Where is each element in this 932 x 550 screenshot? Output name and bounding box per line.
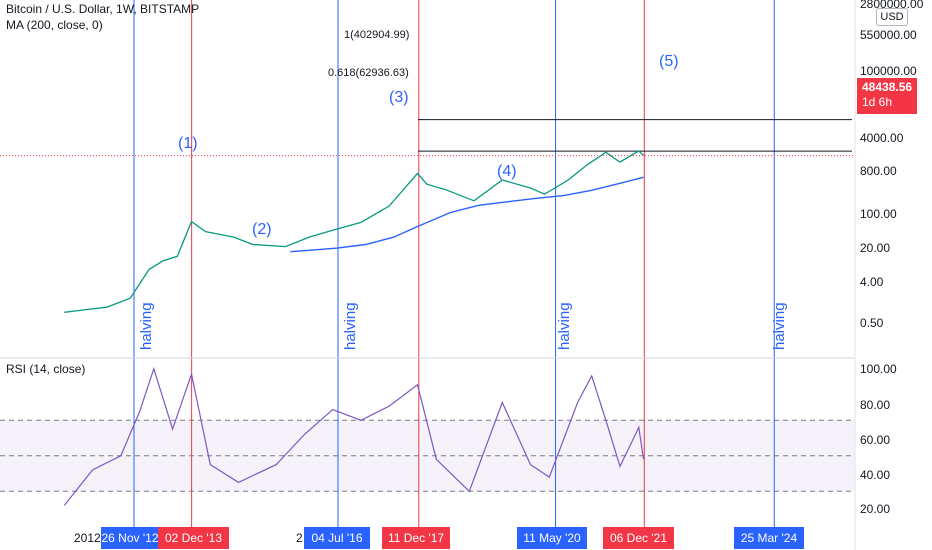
price-tick-label: 800.00 xyxy=(860,164,897,178)
price-tick-label: 2800000.00 xyxy=(860,0,924,11)
date-tag-halving-2016: 04 Jul '16 xyxy=(304,527,370,549)
date-tag-halving-2020: 11 May '20 xyxy=(517,527,587,549)
halving-label-2016: halving xyxy=(342,302,359,350)
fib-label-1: 1(402904.99) xyxy=(344,29,410,41)
rsi-tick-label: 60.00 xyxy=(860,433,891,447)
countdown: 1d 6h xyxy=(862,95,893,109)
event-lines xyxy=(133,0,775,527)
ma-layer xyxy=(290,176,644,253)
wave-label-1: (1) xyxy=(178,135,198,152)
rsi-tick-label: 40.00 xyxy=(860,468,891,482)
x-axis-label-partial: 2 xyxy=(296,531,303,545)
rsi-band xyxy=(0,419,855,492)
date-tag-top-2021: 06 Dec '21 xyxy=(603,527,674,549)
rsi-layer xyxy=(63,366,645,506)
price-tick-label: 550000.00 xyxy=(860,28,917,42)
symbol-legend[interactable]: Bitcoin / U.S. Dollar, 1W, BITSTAMP xyxy=(6,2,200,16)
price-tick-label: 100.00 xyxy=(860,207,897,221)
date-tag-top-2017: 11 Dec '17 xyxy=(382,527,450,549)
rsi-tick-label: 100.00 xyxy=(860,362,897,376)
fib-label-0618: 0.618(62936.63) xyxy=(328,67,409,79)
wave-label-5: (5) xyxy=(659,53,679,70)
ma-legend[interactable]: MA (200, close, 0) xyxy=(6,18,103,32)
price-tick-label: 20.00 xyxy=(860,241,891,255)
halving-label-2012: halving xyxy=(138,302,155,350)
currency-button[interactable]: USD xyxy=(876,8,908,26)
current-price-value: 48438.56 xyxy=(862,80,913,94)
price-line xyxy=(64,150,644,313)
wave-label-3: (3) xyxy=(389,89,409,106)
price-tick-label: 0.50 xyxy=(860,316,884,330)
rsi-tick-label: 80.00 xyxy=(860,398,891,412)
wave-label-2: (2) xyxy=(252,221,272,238)
halving-label-2024: halving xyxy=(771,302,788,350)
ma-line xyxy=(290,176,644,253)
price-tick-label: 100000.00 xyxy=(860,64,917,78)
date-tag-top-2013: 02 Dec '13 xyxy=(158,527,229,549)
date-tag-halving-2024: 25 Mar '24 xyxy=(734,527,804,549)
halving-label-2020: halving xyxy=(556,302,573,350)
wave-label-4: (4) xyxy=(497,163,517,180)
current-price-tag: 48438.56 1d 6h xyxy=(857,78,917,114)
rsi-line xyxy=(63,366,645,506)
x-axis-label-2012: 2012 xyxy=(74,531,101,545)
date-tag-halving-2012: 26 Nov '12 xyxy=(101,527,159,549)
price-tick-label: 4000.00 xyxy=(860,131,904,145)
fib-lines xyxy=(418,119,852,152)
price-tick-label: 4.00 xyxy=(860,275,884,289)
rsi-tick-label: 20.00 xyxy=(860,502,891,516)
price-layer xyxy=(64,150,644,313)
rsi-legend[interactable]: RSI (14, close) xyxy=(6,362,86,376)
